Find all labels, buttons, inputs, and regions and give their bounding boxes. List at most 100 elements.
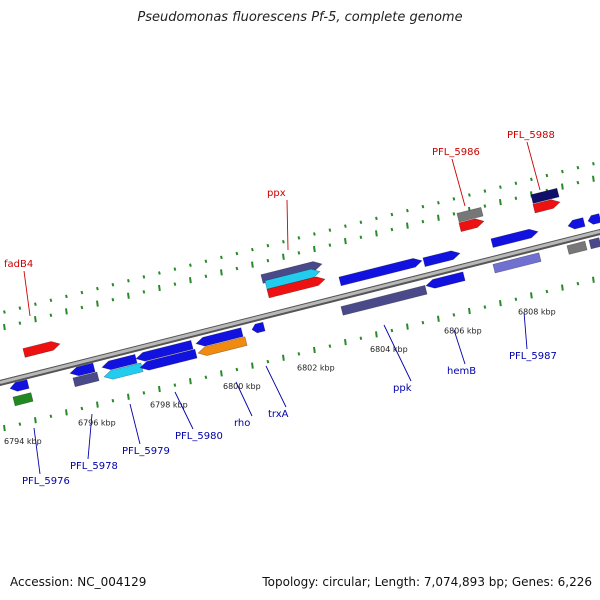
tick-mark xyxy=(173,267,177,271)
tick-mark xyxy=(34,316,37,323)
tick-mark xyxy=(483,204,487,208)
tick-mark xyxy=(514,297,518,302)
tick-mark xyxy=(18,306,22,310)
tick-mark xyxy=(390,227,394,232)
tick-mark xyxy=(421,320,425,325)
tick-mark xyxy=(235,367,239,372)
tick-mark xyxy=(251,362,254,369)
leader-line xyxy=(451,158,466,207)
tick-mark xyxy=(561,284,564,291)
tick-mark xyxy=(18,422,22,426)
tick-mark xyxy=(96,286,99,291)
tick-mark xyxy=(359,336,363,341)
tick-mark xyxy=(220,370,223,377)
tick-mark xyxy=(111,282,115,287)
gene-feature xyxy=(139,348,198,371)
tick-mark xyxy=(592,175,595,182)
tick-mark xyxy=(313,245,316,253)
tick-mark xyxy=(220,269,223,276)
tick-mark xyxy=(313,232,316,236)
labels: 6794 kbp 6796 kbp 6798 kbp 6800 kbp 6802 kbp… xyxy=(4,130,557,487)
tick-mark xyxy=(235,266,239,271)
gene-label-fadb4: fadB4 xyxy=(4,259,33,270)
tick-mark xyxy=(452,313,456,317)
tick-marks xyxy=(3,162,595,432)
tick-mark xyxy=(189,277,192,284)
gene-label-rho: rho xyxy=(234,418,250,429)
tick-mark xyxy=(251,261,254,268)
gene-feature xyxy=(195,327,244,347)
tick-mark xyxy=(375,216,378,221)
tick-label: 6802 kbp xyxy=(297,363,335,372)
backbone-line xyxy=(0,230,600,384)
tick-mark xyxy=(282,253,285,260)
tick-mark xyxy=(3,310,6,314)
leader-line xyxy=(33,427,41,475)
tick-mark xyxy=(282,240,285,244)
tick-mark xyxy=(406,222,409,229)
tick-mark xyxy=(204,375,208,380)
tick-mark xyxy=(499,199,502,206)
gene-feature xyxy=(567,217,586,230)
tick-mark xyxy=(49,298,53,303)
tick-mark xyxy=(499,300,502,307)
gene-label-ppx: ppx xyxy=(267,188,286,199)
tick-mark xyxy=(390,328,394,333)
tick-mark xyxy=(80,406,84,411)
features xyxy=(9,187,600,407)
tick-mark xyxy=(483,305,487,309)
tick-mark xyxy=(3,424,6,432)
tick-mark xyxy=(328,243,332,247)
tick-mark xyxy=(18,321,22,325)
genome-info-text: Topology: circular; Length: 7,074,893 bp… xyxy=(262,575,592,589)
gene-feature xyxy=(266,276,326,299)
tick-mark xyxy=(344,339,347,346)
leader-line xyxy=(453,329,466,365)
tick-mark xyxy=(514,196,518,201)
tick-label: 6796 kbp xyxy=(78,418,116,427)
gene-feature xyxy=(12,392,34,407)
backbone xyxy=(0,229,600,386)
tick-mark xyxy=(49,414,53,419)
tick-mark xyxy=(421,219,425,224)
leader-line xyxy=(526,141,541,191)
tick-mark xyxy=(282,354,285,361)
leader-line xyxy=(174,391,194,430)
leader-line xyxy=(23,270,31,317)
tick-label: 6798 kbp xyxy=(150,400,188,409)
tick-mark xyxy=(328,228,332,232)
tick-mark xyxy=(173,282,177,286)
gene-feature xyxy=(458,218,485,232)
gene-feature xyxy=(530,187,560,204)
tick-mark xyxy=(592,276,595,283)
tick-mark xyxy=(297,352,301,356)
tick-mark xyxy=(576,165,580,170)
tick-mark xyxy=(468,193,471,197)
tick-mark xyxy=(142,275,146,279)
leader-line xyxy=(235,381,253,417)
tick-mark xyxy=(251,247,254,252)
tick-mark xyxy=(220,255,223,260)
gene-feature xyxy=(197,336,248,356)
gene-feature xyxy=(338,258,423,287)
tick-mark xyxy=(514,181,518,186)
accession-text: Accession: NC_004129 xyxy=(10,575,147,589)
gene-feature xyxy=(456,206,484,223)
leader-line xyxy=(523,311,528,350)
gene-feature xyxy=(587,213,600,225)
tick-mark xyxy=(452,197,456,201)
tick-mark xyxy=(359,220,363,225)
gene-label-ppk: ppk xyxy=(393,383,412,394)
tick-mark xyxy=(297,236,301,240)
gene-feature xyxy=(422,250,461,268)
tick-mark xyxy=(483,189,487,193)
tick-mark xyxy=(204,274,208,279)
tick-mark xyxy=(173,383,177,387)
gene-label-hemb: hemB xyxy=(447,366,476,377)
tick-label: 6808 kbp xyxy=(518,308,556,317)
tick-mark xyxy=(111,398,115,403)
tick-label: 6804 kbp xyxy=(370,345,408,354)
tick-mark xyxy=(65,294,68,299)
gene-feature xyxy=(532,199,561,214)
gene-feature xyxy=(103,362,144,380)
